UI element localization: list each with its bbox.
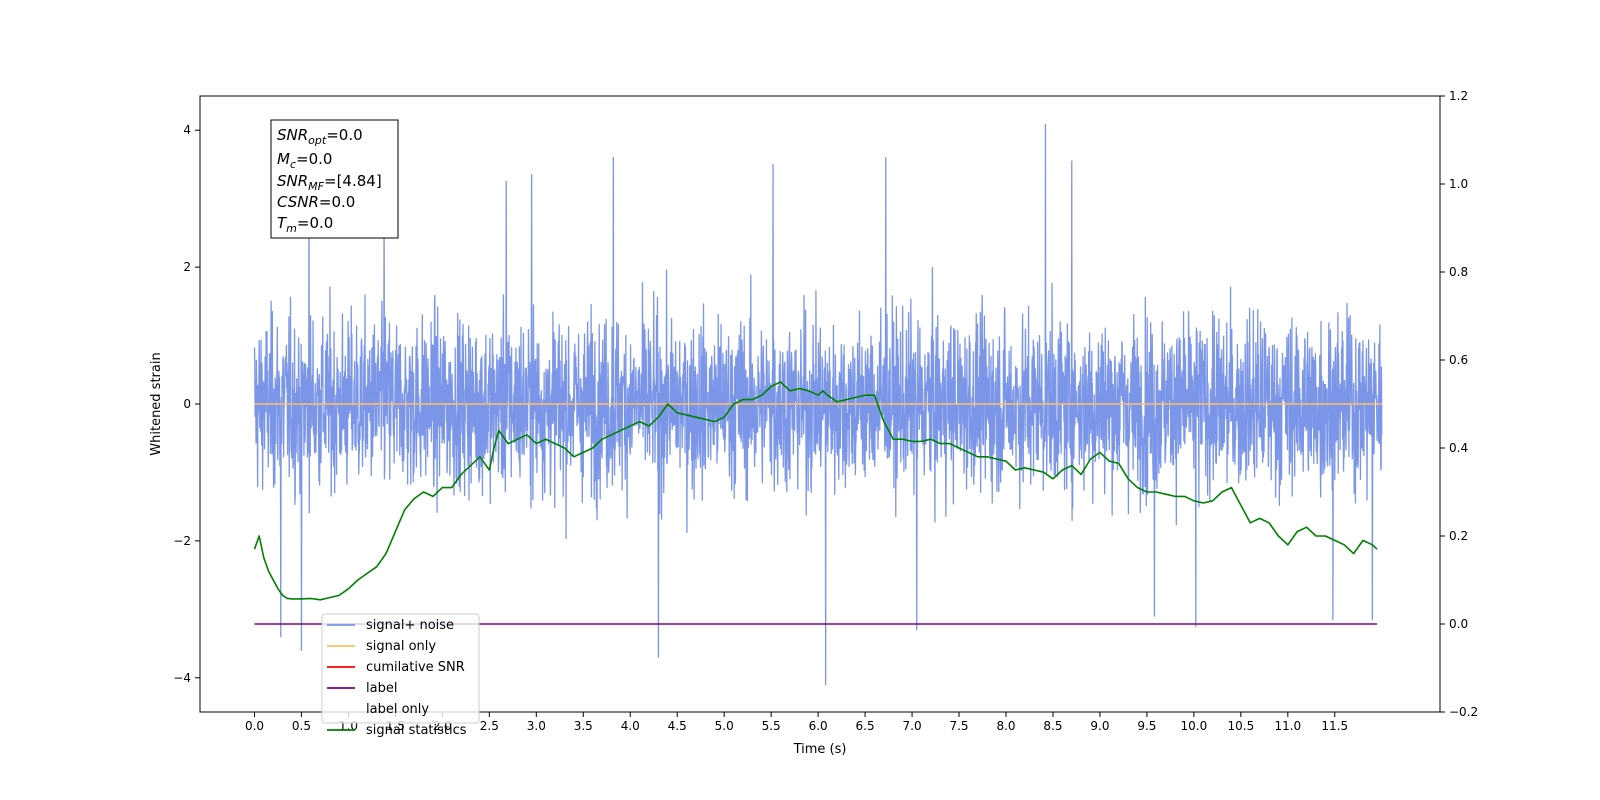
- x-tick-label: 4.5: [668, 719, 687, 733]
- x-axis: 0.0 0.5 1.0 1.5 2.0 2.5 3.0 3.5 4.0 4.5 5.0 5.5 6.0 6…: [245, 712, 1348, 733]
- y-left-tick-label: −2: [173, 534, 191, 548]
- x-tick-label: 7.0: [903, 719, 922, 733]
- legend-label: label only: [366, 702, 429, 717]
- x-tick-label: 0.5: [292, 719, 311, 733]
- annotation-lines: SNRopt=0.0Mc=0.0SNRMF=[4.84]CSNR=0.0Tm=0…: [277, 126, 382, 235]
- annotation-line: SNRMF=[4.84]: [277, 172, 382, 193]
- legend-items: signal+ noise signal only cumilative SNR la…: [327, 618, 467, 738]
- y-right-tick-label: 0.4: [1449, 441, 1468, 455]
- x-tick-label: 4.0: [621, 719, 640, 733]
- y-right-tick-label: 1.2: [1449, 89, 1468, 103]
- x-tick-label: 11.0: [1274, 719, 1301, 733]
- legend-label: signal statistics: [366, 723, 467, 738]
- x-tick-label: 7.5: [949, 719, 968, 733]
- legend-label: signal only: [366, 639, 436, 654]
- x-tick-label: 5.5: [762, 719, 781, 733]
- x-tick-label: 9.5: [1137, 719, 1156, 733]
- annotation-line: Tm=0.0: [277, 214, 333, 235]
- x-tick-label: 8.0: [996, 719, 1015, 733]
- legend-label: signal+ noise: [366, 618, 454, 633]
- annotation-line: SNRopt=0.0: [277, 126, 363, 147]
- annotation-symbol: CSNR: [277, 193, 319, 211]
- x-axis-label: Time (s): [793, 742, 847, 757]
- series-line-signal-statistics: [253, 381, 1378, 601]
- annotation-symbol: T: [277, 214, 288, 232]
- y-axis-label: Whitened strain: [149, 352, 164, 455]
- x-tick-label: 10.0: [1181, 719, 1208, 733]
- annotation-value: =[4.84]: [324, 172, 382, 190]
- annotation-subscript: opt: [308, 134, 327, 147]
- annotation-line: CSNR=0.0: [277, 193, 355, 211]
- y-left-tick-label: 0: [183, 397, 191, 411]
- legend-label: label: [366, 681, 397, 696]
- annotation-subscript: m: [286, 222, 297, 235]
- legend: signal+ noise signal only cumilative SNR la…: [321, 613, 480, 738]
- x-tick-label: 2.5: [480, 719, 499, 733]
- annotation-value: =0.0: [326, 126, 362, 144]
- annotation-box-frame: [270, 119, 399, 239]
- x-tick-label: 3.0: [527, 719, 546, 733]
- x-tick-label: 6.0: [809, 719, 828, 733]
- x-tick-label: 10.5: [1227, 719, 1254, 733]
- y-right-tick-label: 1.0: [1449, 177, 1468, 191]
- x-tick-label: 6.5: [856, 719, 875, 733]
- x-tick-label: 3.5: [574, 719, 593, 733]
- y-right-tick-label: 0.2: [1449, 529, 1468, 543]
- legend-label: cumilative SNR: [366, 660, 465, 675]
- annotation-box: SNRopt=0.0Mc=0.0SNRMF=[4.84]CSNR=0.0Tm=0…: [270, 119, 399, 239]
- annotation-symbol: M: [277, 150, 290, 168]
- annotation-value: =0.0: [319, 193, 355, 211]
- y-left-tick-label: 2: [183, 260, 191, 274]
- annotation-subscript: c: [290, 158, 296, 171]
- annotation-value: =0.0: [297, 214, 333, 232]
- annotation-symbol: SNR: [277, 172, 308, 190]
- y-right-tick-label: 0.0: [1449, 617, 1468, 631]
- x-tick-label: 8.5: [1043, 719, 1062, 733]
- annotation-value: =0.0: [296, 150, 332, 168]
- legend-frame: [321, 613, 480, 724]
- y-left-tick-label: 4: [183, 123, 191, 137]
- annotation-line: Mc=0.0: [277, 150, 332, 171]
- x-tick-label: 9.0: [1090, 719, 1109, 733]
- y-right-tick-label: 0.8: [1449, 265, 1468, 279]
- y-right-tick-label: −0.2: [1449, 705, 1478, 719]
- x-tick-label: 5.0: [715, 719, 734, 733]
- y-left-tick-label: −4: [173, 671, 191, 685]
- series-signal-noise-line: [253, 124, 1383, 686]
- y-right-tick-label: 0.6: [1449, 353, 1468, 367]
- y-axis-right: −0.2 0.0 0.2 0.4 0.6 0.8 1.0 1.2: [1440, 89, 1478, 719]
- annotation-subscript: MF: [308, 180, 324, 193]
- annotation-symbol: SNR: [277, 126, 308, 144]
- signal-noise-series: [253, 124, 1383, 686]
- x-tick-label: 0.0: [245, 719, 264, 733]
- y-axis-left: −4 −2 0 2 4: [173, 123, 200, 685]
- x-tick-label: 11.5: [1321, 719, 1348, 733]
